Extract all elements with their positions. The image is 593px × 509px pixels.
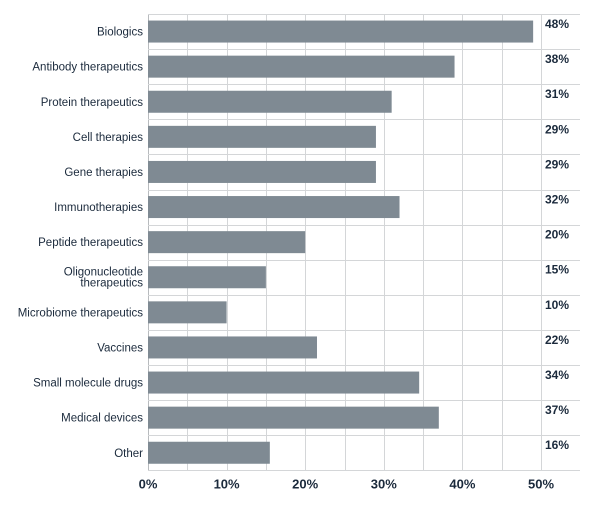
value-label: 29%	[545, 157, 569, 171]
bar	[148, 231, 306, 254]
x-tick-label: 50%	[528, 476, 554, 491]
bar	[148, 55, 455, 78]
value-labels: 48% 38% 31% 29% 29% 32% 20% 15% 10% 22% 34% 37% 16%	[545, 17, 569, 452]
bar	[148, 406, 439, 429]
bar	[148, 371, 420, 394]
value-label: 48%	[545, 17, 569, 31]
bar	[148, 301, 227, 324]
x-axis-ticks: 0% 10% 20% 30% 40% 50%	[139, 476, 555, 491]
category-label: Peptide therapeutics	[38, 237, 143, 249]
x-tick-label: 0%	[139, 476, 158, 491]
value-label: 38%	[545, 52, 569, 66]
category-label: Antibody therapeutics	[32, 62, 143, 74]
value-label: 32%	[545, 193, 569, 207]
bar	[148, 441, 270, 464]
value-label: 10%	[545, 298, 569, 312]
category-label: Gene therapies	[64, 167, 143, 179]
bar	[148, 336, 317, 359]
category-label: Small molecule drugs	[33, 378, 143, 390]
bar	[148, 20, 534, 43]
category-label: Cell therapies	[73, 132, 144, 144]
x-tick-label: 10%	[214, 476, 240, 491]
category-label: Vaccines	[97, 342, 143, 354]
bar	[148, 160, 376, 183]
x-tick-label: 20%	[292, 476, 318, 491]
category-label: Immunotherapies	[54, 202, 143, 214]
value-label: 15%	[545, 263, 569, 277]
value-label: 16%	[545, 438, 569, 452]
category-labels: Biologics Antibody therapeutics Protein th…	[18, 27, 144, 460]
bars	[148, 20, 534, 464]
value-label: 37%	[545, 403, 569, 417]
x-tick-label: 30%	[371, 476, 397, 491]
bar	[148, 90, 392, 113]
grid-lines	[148, 14, 580, 471]
category-label: Microbiome therapeutics	[18, 307, 144, 319]
category-label: Oligonucleotide therapeutics	[64, 266, 144, 289]
value-label: 31%	[545, 87, 569, 101]
category-label: Biologics	[97, 27, 143, 39]
bar	[148, 125, 376, 148]
bar	[148, 196, 400, 219]
category-label: Other	[114, 448, 143, 460]
value-label: 34%	[545, 368, 569, 382]
value-label: 29%	[545, 122, 569, 136]
value-label: 22%	[545, 333, 569, 347]
x-tick-label: 40%	[449, 476, 475, 491]
bar	[148, 266, 266, 289]
value-label: 20%	[545, 228, 569, 242]
category-label: Protein therapeutics	[41, 97, 144, 109]
category-label: Medical devices	[61, 413, 143, 425]
